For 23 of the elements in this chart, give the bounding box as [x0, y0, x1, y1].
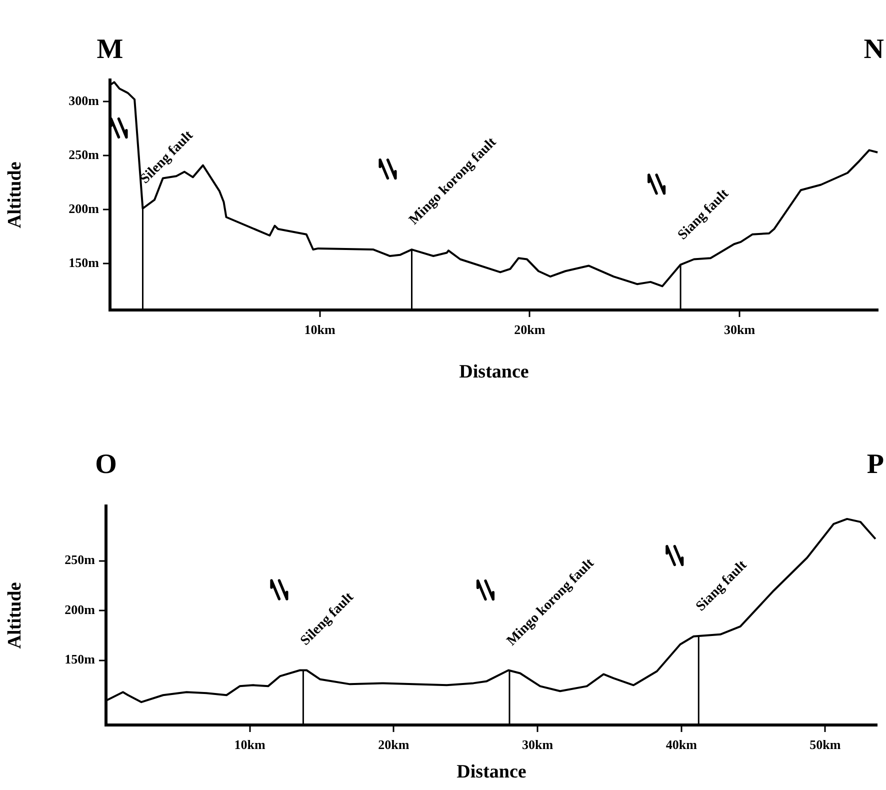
x-tick-label: 10km — [304, 322, 336, 338]
y-tick-label: 150m — [68, 254, 100, 270]
x-axis-title: Distance — [459, 362, 529, 383]
x-tick-label: 30km — [522, 737, 554, 752]
y-tick-label: 250m — [68, 146, 100, 162]
y-tick-label: 250m — [64, 552, 96, 568]
y-tick-label: 300m — [68, 92, 100, 108]
x-axis-title: Distance — [456, 762, 526, 783]
x-tick-label: 20km — [514, 322, 546, 338]
x-tick-label: 10km — [234, 737, 266, 752]
y-axis-title: Altitude — [4, 162, 26, 228]
text: P — [866, 449, 884, 480]
x-tick-label: 40km — [666, 737, 698, 752]
y-tick-label: 200m — [64, 602, 96, 617]
y-tick-label: 200m — [68, 200, 100, 216]
x-tick-label: 30km — [724, 322, 756, 338]
y-axis-title: Altitude — [4, 582, 26, 649]
text: O — [95, 449, 117, 480]
x-tick-label: 50km — [810, 737, 841, 752]
text: M — [96, 34, 124, 65]
x-tick-label: 20km — [378, 737, 410, 752]
text: N — [864, 34, 884, 65]
y-tick-label: 150m — [64, 652, 96, 667]
